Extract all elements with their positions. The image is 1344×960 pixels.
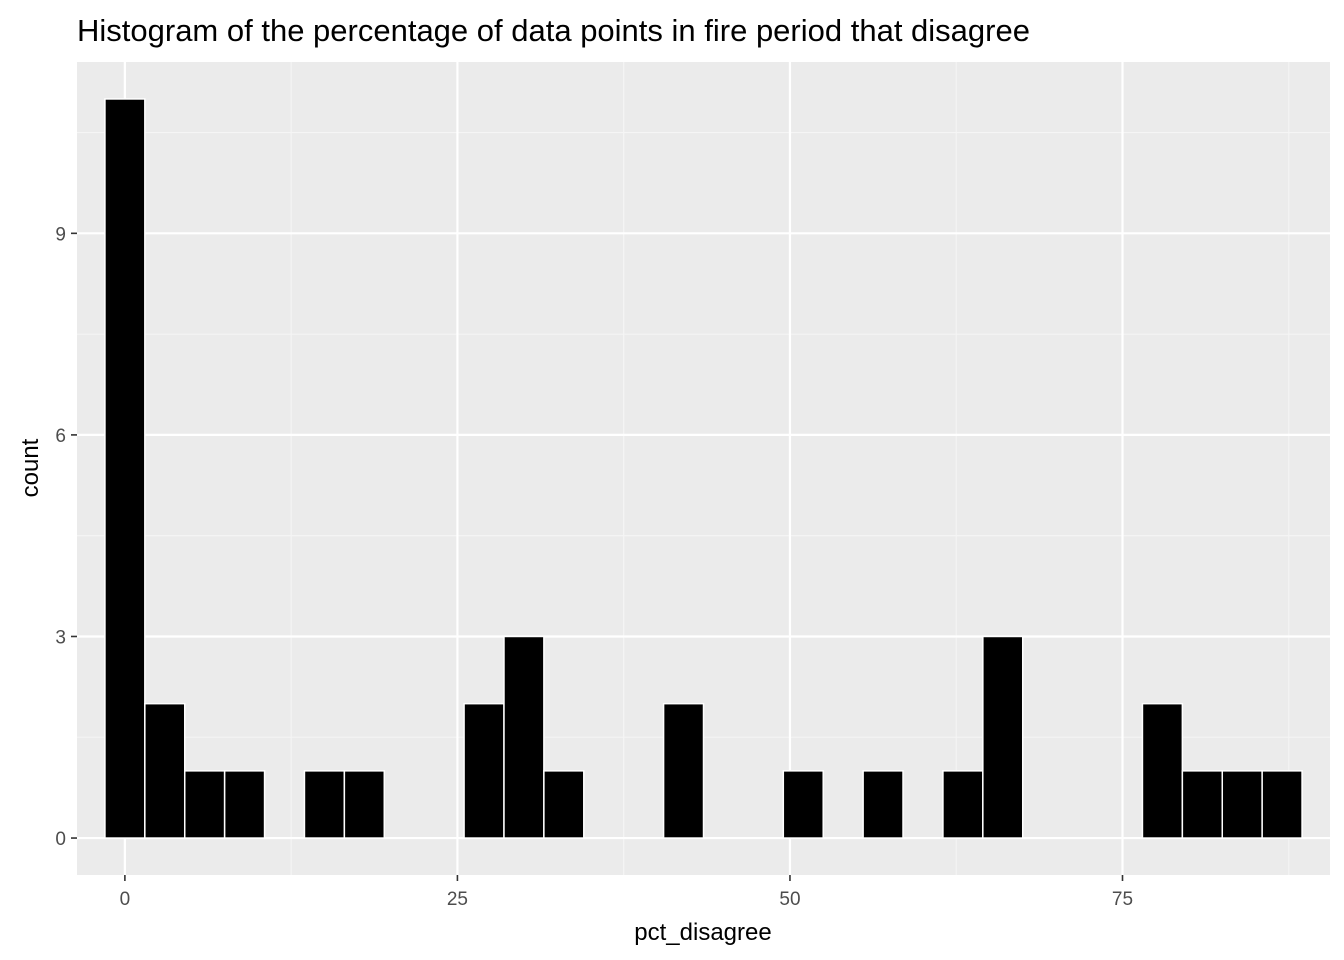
histogram-bar <box>1261 770 1303 839</box>
histogram-bars <box>104 98 1303 839</box>
histogram-bar <box>104 98 146 839</box>
chart-title: Histogram of the percentage of data poin… <box>77 13 1030 48</box>
y-tick-label: 6 <box>55 426 66 447</box>
histogram-bar <box>982 635 1024 839</box>
y-tick-label: 0 <box>55 829 66 850</box>
x-tick-label: 75 <box>1112 889 1133 910</box>
y-tick-label: 3 <box>55 627 66 648</box>
y-axis: 0 3 6 9 <box>55 224 77 850</box>
x-tick-label: 50 <box>779 889 800 910</box>
histogram-bar <box>543 770 585 839</box>
histogram-bar <box>942 770 984 839</box>
x-tick-label: 25 <box>447 889 468 910</box>
histogram-bar <box>183 770 226 839</box>
y-axis-title: count <box>17 438 44 497</box>
histogram-bar <box>1181 770 1224 839</box>
histogram-bar <box>862 770 904 839</box>
x-axis: 0 25 50 75 <box>120 875 1133 910</box>
histogram-bar <box>662 702 705 839</box>
histogram-bar <box>303 770 346 839</box>
histogram-bar <box>503 635 545 839</box>
minor-gridlines <box>77 62 1330 875</box>
histogram-bar <box>782 770 824 839</box>
x-axis-title: pct_disagree <box>634 919 771 946</box>
histogram-bar <box>463 702 505 839</box>
x-tick-label: 0 <box>120 889 131 910</box>
histogram-bar <box>223 770 266 839</box>
histogram-bar <box>343 770 386 839</box>
y-tick-label: 9 <box>55 224 66 245</box>
histogram-bar <box>144 702 186 839</box>
histogram-bar <box>1141 702 1184 839</box>
histogram-bar <box>1221 770 1263 839</box>
